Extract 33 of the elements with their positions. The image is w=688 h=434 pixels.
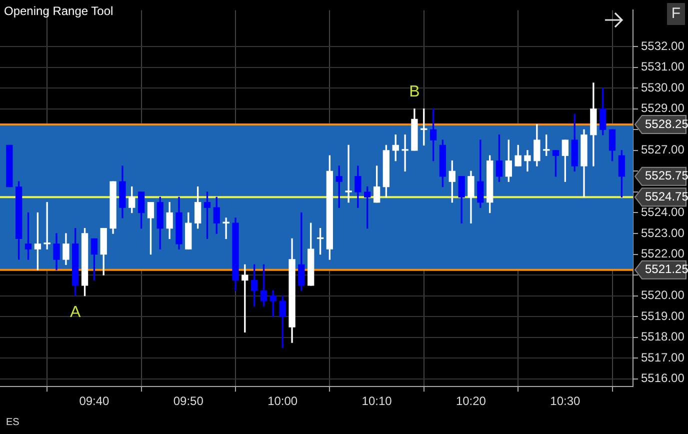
candlestick	[345, 144, 352, 203]
text: ES	[6, 417, 20, 428]
annotation: A	[70, 304, 81, 322]
y-tick-label: 5519.00	[641, 308, 685, 323]
y-tick-label: 5532.00	[641, 38, 685, 53]
ref-line-label: 5524.75	[645, 189, 688, 204]
f-button: F	[667, 3, 685, 25]
annotation: B	[409, 83, 420, 100]
y-tick-label: 5529.00	[641, 101, 685, 116]
y-tick-label: 5516.00	[641, 371, 685, 386]
candlestick	[222, 218, 230, 240]
candlestick	[524, 150, 531, 172]
y-tick-label: 5518.00	[641, 330, 685, 344]
ref-line-label: 5528.25	[645, 116, 688, 131]
y-tick-label: 5522.00	[641, 246, 685, 261]
y-tick-label: 5523.00	[641, 226, 685, 240]
x-tick-label: 09:40	[79, 394, 110, 408]
y-tick-label: 5530.00	[641, 80, 685, 94]
y-tick-label: 5527.00	[641, 142, 685, 157]
x-tick-label: 10:00	[268, 394, 298, 408]
y-tick-label: 5520.00	[641, 288, 685, 302]
y-tick-label: 5531.00	[641, 60, 685, 74]
annotation: 5525.75	[645, 168, 688, 183]
candlestick	[402, 134, 408, 172]
chart-title: Opening Range Tool	[4, 4, 114, 18]
y-tick-label: 5517.00	[641, 350, 685, 364]
x-tick-label: 09:50	[173, 394, 204, 408]
ref-line-label: 5521.25	[645, 262, 688, 276]
y-tick-label: 5524.00	[641, 205, 685, 220]
candlestick	[44, 202, 50, 250]
x-tick-label: 10:10	[362, 394, 392, 408]
x-tick-label: 10:30	[550, 394, 581, 408]
x-tick-label: 10:20	[456, 394, 486, 408]
